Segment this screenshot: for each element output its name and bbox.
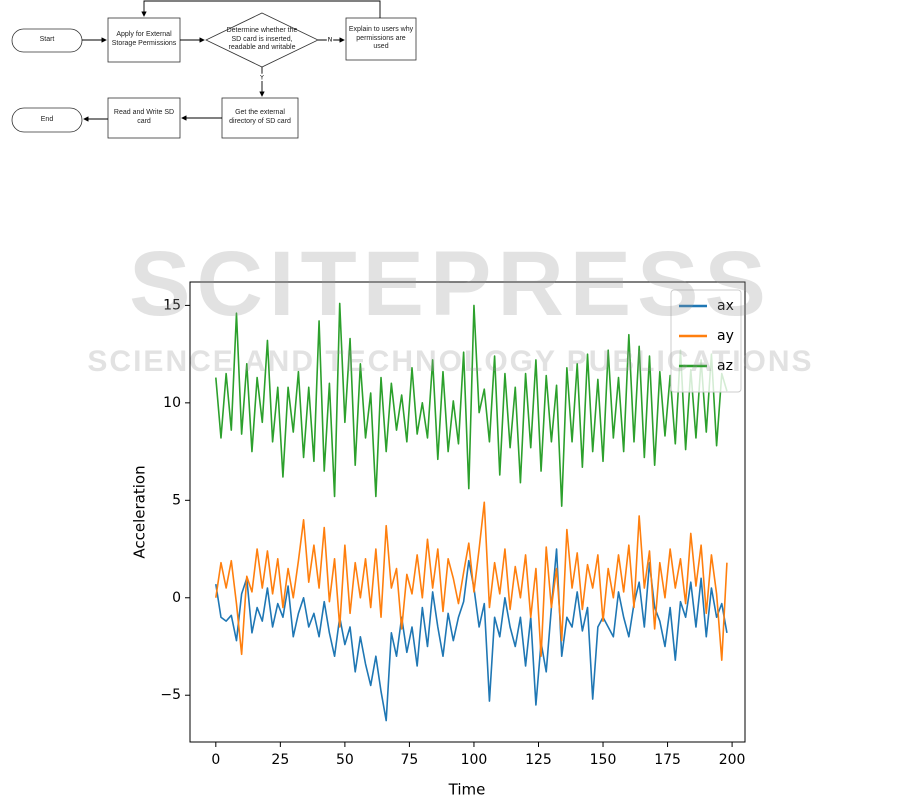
y-tick-label: −5	[160, 687, 181, 703]
x-tick-label: 125	[525, 752, 552, 768]
node-label: Get the external directory of SD card	[229, 109, 291, 125]
node-label: Apply for External Storage Permissions	[111, 31, 177, 47]
edge-label: N	[328, 37, 333, 44]
node-label: Explain to users why permissions are use…	[348, 25, 414, 51]
process-shape	[107, 97, 181, 139]
node-label: Start	[39, 36, 55, 44]
legend-label: ay	[717, 328, 734, 344]
series-line	[215, 302, 728, 507]
node-label: End	[40, 115, 54, 123]
x-tick-label: 25	[271, 752, 289, 768]
y-axis-label: Acceleration	[131, 465, 149, 558]
x-tick-label: 75	[401, 752, 419, 768]
series-line	[215, 501, 728, 661]
y-tick-label: 5	[172, 492, 181, 508]
node-label: Determine whether the SD card is inserte…	[226, 26, 298, 52]
edge-label: Y	[259, 75, 264, 82]
node-label: Read and Write SD card	[113, 109, 175, 125]
y-tick-label: 10	[163, 395, 181, 411]
arrow	[141, 0, 381, 18]
plot-frame	[189, 281, 746, 743]
x-tick-label: 200	[719, 752, 746, 768]
x-axis-label: Time	[448, 781, 486, 799]
process-shape	[107, 17, 181, 63]
x-tick-label: 150	[590, 752, 617, 768]
flowchart: N Y Start Apply for External Storage Per…	[0, 0, 450, 150]
x-tick-label: 100	[461, 752, 488, 768]
y-tick-label: 0	[172, 590, 181, 606]
x-tick-label: 0	[211, 752, 220, 768]
x-tick-label: 175	[654, 752, 681, 768]
x-tick-label: 50	[336, 752, 354, 768]
legend-label: ax	[717, 298, 734, 314]
process-shape	[345, 17, 417, 61]
end-shape	[11, 107, 83, 133]
y-tick-label: 15	[163, 297, 181, 313]
flowchart-shapes: N Y	[11, 0, 417, 139]
start-shape	[11, 28, 83, 53]
legend-label: az	[717, 358, 733, 374]
